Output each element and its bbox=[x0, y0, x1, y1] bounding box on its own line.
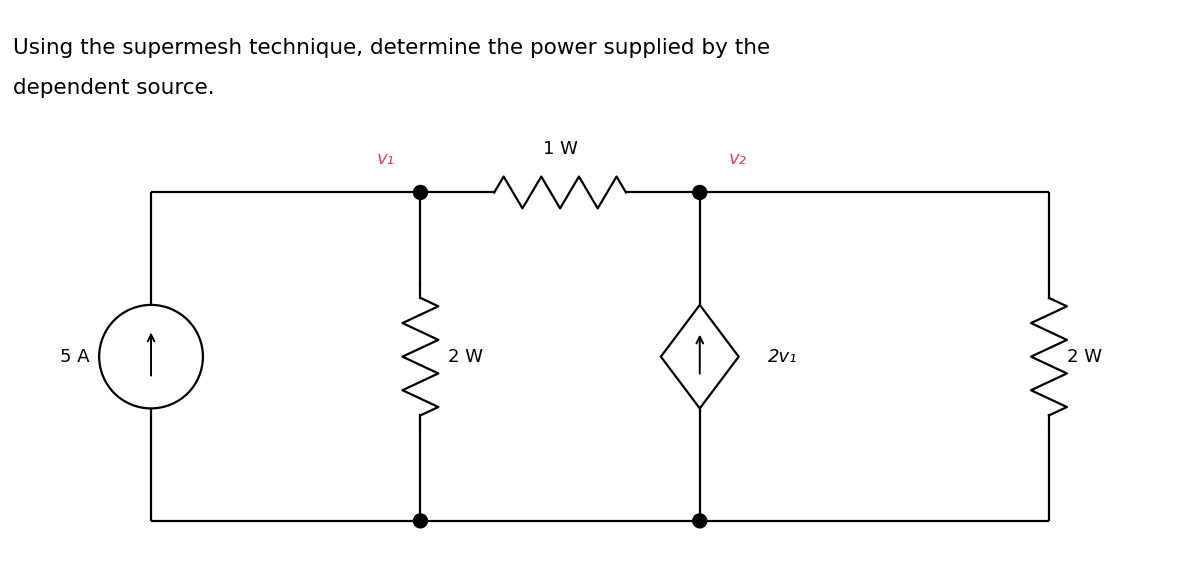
Circle shape bbox=[414, 185, 427, 200]
Text: v₂: v₂ bbox=[728, 149, 746, 168]
Text: 1 W: 1 W bbox=[542, 140, 577, 158]
Text: 2 W: 2 W bbox=[449, 348, 484, 366]
Circle shape bbox=[692, 514, 707, 528]
Circle shape bbox=[414, 514, 427, 528]
Text: dependent source.: dependent source. bbox=[13, 78, 215, 98]
Circle shape bbox=[692, 185, 707, 200]
Text: v₁: v₁ bbox=[377, 149, 395, 168]
Text: Using the supermesh technique, determine the power supplied by the: Using the supermesh technique, determine… bbox=[13, 38, 770, 58]
Text: 2v₁: 2v₁ bbox=[768, 348, 797, 366]
Text: 2 W: 2 W bbox=[1067, 348, 1102, 366]
Text: 5 A: 5 A bbox=[60, 348, 89, 366]
